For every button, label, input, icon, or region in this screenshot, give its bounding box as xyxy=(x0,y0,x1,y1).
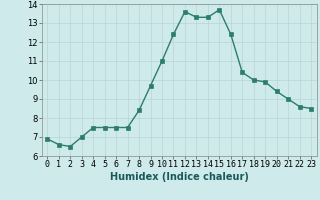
X-axis label: Humidex (Indice chaleur): Humidex (Indice chaleur) xyxy=(110,172,249,182)
